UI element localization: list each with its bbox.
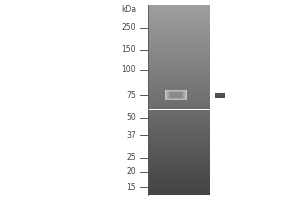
- Bar: [169, 92, 183, 98]
- Bar: [166, 90, 186, 100]
- Bar: [167, 91, 184, 99]
- Text: 37: 37: [126, 130, 136, 140]
- Text: 150: 150: [122, 46, 136, 54]
- Text: 20: 20: [126, 168, 136, 176]
- Bar: [169, 92, 183, 98]
- Bar: [166, 90, 186, 99]
- Bar: [168, 91, 184, 99]
- Text: 100: 100: [122, 66, 136, 74]
- Bar: [170, 92, 182, 98]
- Text: kDa: kDa: [121, 5, 136, 15]
- Text: 75: 75: [126, 90, 136, 99]
- Text: 250: 250: [122, 23, 136, 32]
- Bar: [165, 90, 187, 100]
- Bar: [165, 90, 187, 100]
- Text: 15: 15: [126, 182, 136, 192]
- Bar: [169, 92, 183, 98]
- Bar: [167, 91, 185, 99]
- Bar: [167, 91, 185, 99]
- Bar: [170, 92, 182, 98]
- Bar: [168, 92, 184, 98]
- Bar: [168, 91, 184, 99]
- Text: 25: 25: [126, 154, 136, 162]
- Bar: [169, 92, 183, 98]
- Bar: [170, 92, 182, 98]
- Bar: [167, 91, 186, 99]
- Bar: [167, 91, 185, 99]
- Bar: [215, 92, 225, 98]
- Text: 50: 50: [126, 114, 136, 122]
- Bar: [166, 90, 187, 100]
